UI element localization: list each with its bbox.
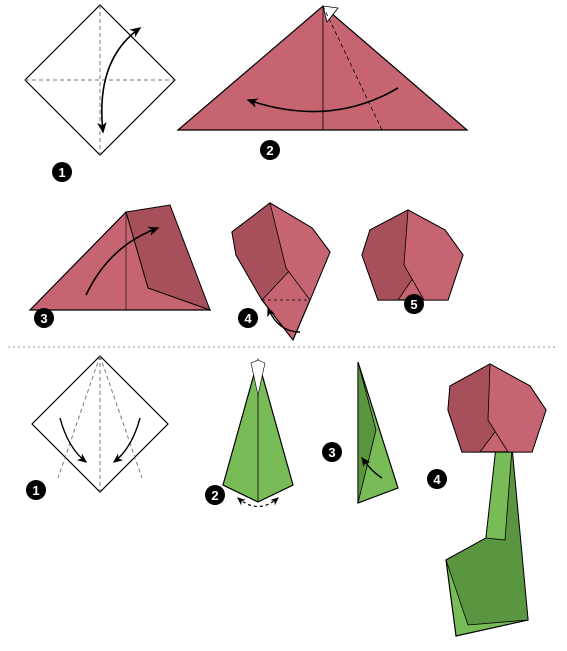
badge-label: 1 xyxy=(32,483,39,498)
flower-step-2 xyxy=(178,6,467,130)
stem-badge-2: 2 xyxy=(205,485,225,505)
badge-label: 2 xyxy=(266,143,273,158)
flower-badge-5: 5 xyxy=(404,294,424,314)
flower-step-3 xyxy=(30,205,210,310)
stem-badge-4: 4 xyxy=(427,469,447,489)
badge-label: 4 xyxy=(244,311,251,326)
stem-step-2 xyxy=(223,360,293,507)
flower-step-1 xyxy=(25,5,175,155)
flower-step-5 xyxy=(362,210,463,300)
flower-badge-1: 1 xyxy=(52,162,72,182)
badge-label: 2 xyxy=(211,488,218,503)
origami-diagram: 1 2 3 4 5 1 2 3 4 xyxy=(0,0,567,646)
stem-step-4-assembled xyxy=(446,364,546,636)
stem-step-3 xyxy=(358,362,398,503)
badge-label: 1 xyxy=(58,165,65,180)
badge-label: 5 xyxy=(410,297,417,312)
badge-label: 3 xyxy=(40,311,47,326)
flower-badge-4: 4 xyxy=(238,308,258,328)
stem-badge-1: 1 xyxy=(26,480,46,500)
stem-step-1 xyxy=(32,356,168,492)
badge-label: 4 xyxy=(433,472,440,487)
stem-badge-3: 3 xyxy=(322,442,342,462)
diagram-svg xyxy=(0,0,567,646)
flower-badge-2: 2 xyxy=(260,140,280,160)
flower-badge-3: 3 xyxy=(34,308,54,328)
badge-label: 3 xyxy=(328,445,335,460)
